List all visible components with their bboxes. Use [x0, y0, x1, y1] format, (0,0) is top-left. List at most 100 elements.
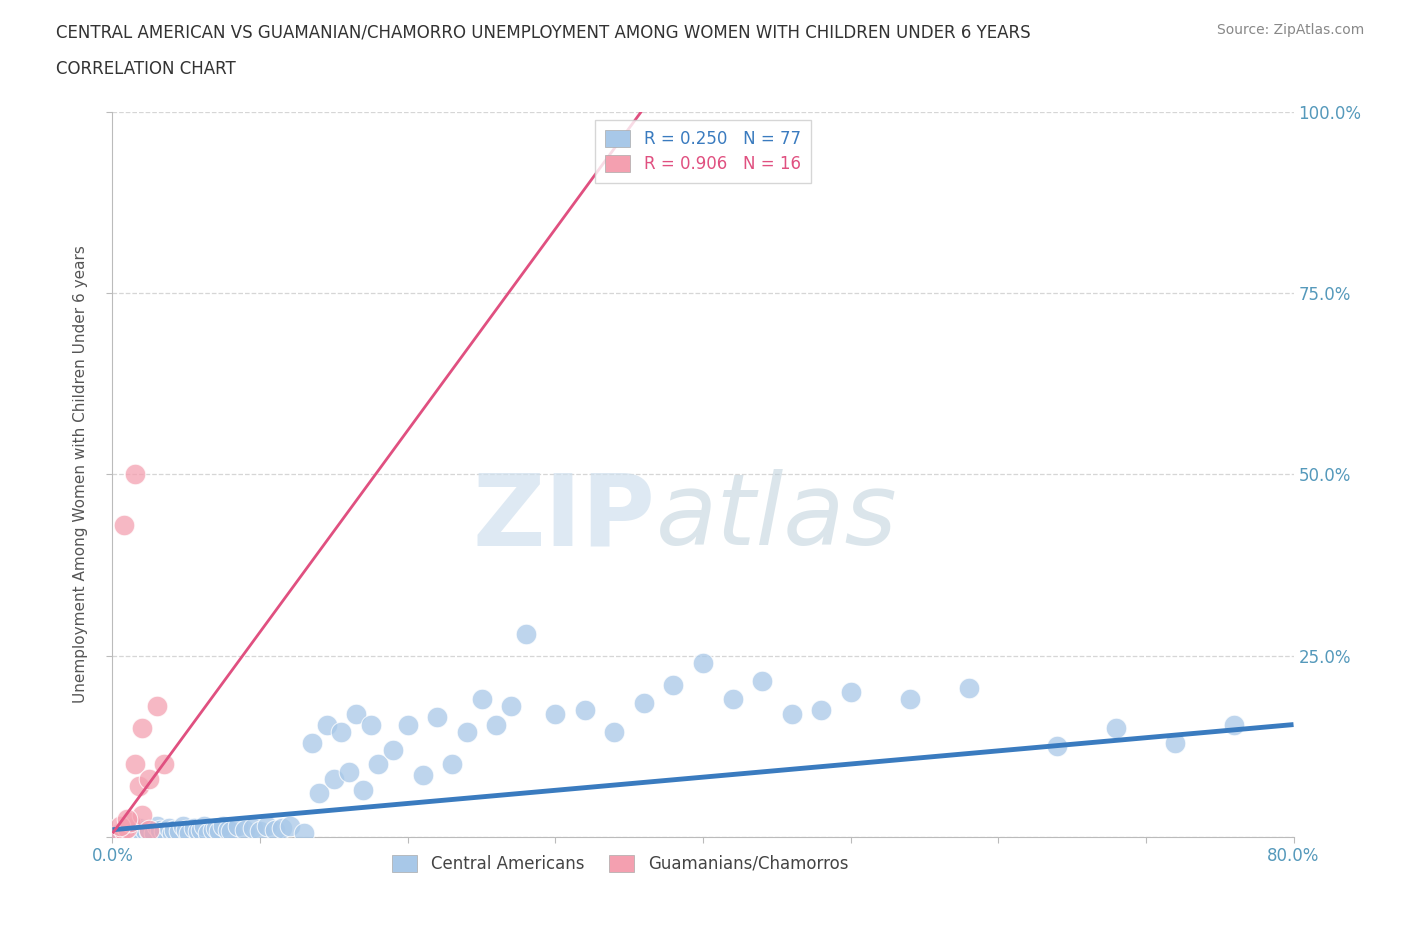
Point — [112, 518, 135, 533]
Text: Source: ZipAtlas.com: Source: ZipAtlas.com — [1216, 23, 1364, 37]
Point — [323, 772, 346, 787]
Point — [124, 757, 146, 772]
Point — [360, 717, 382, 732]
Point — [1164, 736, 1187, 751]
Point — [124, 467, 146, 482]
Point — [344, 706, 367, 721]
Point — [441, 757, 464, 772]
Point — [271, 821, 294, 836]
Point — [544, 706, 567, 721]
Point — [205, 821, 228, 836]
Point — [174, 822, 197, 837]
Point — [112, 824, 135, 839]
Point — [179, 826, 201, 841]
Point — [128, 778, 150, 793]
Text: CENTRAL AMERICAN VS GUAMANIAN/CHAMORRO UNEMPLOYMENT AMONG WOMEN WITH CHILDREN UN: CENTRAL AMERICAN VS GUAMANIAN/CHAMORRO U… — [56, 23, 1031, 41]
Y-axis label: Unemployment Among Women with Children Under 6 years: Unemployment Among Women with Children U… — [73, 246, 89, 703]
Point — [411, 768, 433, 783]
Point — [201, 822, 224, 837]
Text: ZIP: ZIP — [472, 470, 655, 566]
Point — [382, 742, 405, 757]
Point — [219, 824, 242, 839]
Point — [157, 821, 180, 836]
Point — [352, 782, 374, 797]
Point — [780, 706, 803, 721]
Point — [308, 786, 330, 801]
Point — [183, 821, 205, 836]
Point — [120, 826, 142, 841]
Point — [131, 826, 153, 841]
Point — [172, 818, 194, 833]
Point — [212, 818, 235, 833]
Point — [249, 824, 271, 839]
Point — [470, 692, 494, 707]
Point — [692, 656, 714, 671]
Point — [131, 721, 153, 736]
Point — [1223, 717, 1246, 732]
Point — [603, 724, 626, 739]
Point — [120, 815, 142, 830]
Point — [242, 821, 264, 836]
Point — [142, 826, 165, 841]
Point — [153, 757, 176, 772]
Point — [160, 826, 183, 841]
Point — [124, 824, 146, 839]
Point — [217, 822, 239, 837]
Point — [898, 692, 921, 707]
Legend: Central Americans, Guamanians/Chamorros: Central Americans, Guamanians/Chamorros — [385, 848, 855, 880]
Point — [193, 818, 215, 833]
Point — [292, 826, 315, 841]
Point — [190, 822, 212, 837]
Point — [330, 724, 353, 739]
Point — [163, 822, 186, 837]
Point — [134, 822, 156, 837]
Point — [146, 818, 169, 833]
Point — [187, 824, 209, 839]
Point — [112, 824, 135, 839]
Point — [662, 677, 685, 692]
Point — [128, 821, 150, 836]
Point — [208, 824, 231, 839]
Text: CORRELATION CHART: CORRELATION CHART — [56, 60, 236, 78]
Point — [456, 724, 478, 739]
Point — [108, 826, 131, 841]
Point — [108, 818, 131, 833]
Point — [574, 703, 596, 718]
Point — [197, 826, 219, 841]
Point — [167, 824, 190, 839]
Point — [146, 699, 169, 714]
Point — [426, 710, 449, 724]
Point — [633, 696, 655, 711]
Point — [367, 757, 389, 772]
Point — [1105, 721, 1128, 736]
Point — [337, 764, 360, 779]
Point — [1046, 738, 1069, 753]
Point — [138, 824, 160, 839]
Point — [117, 822, 138, 837]
Point — [131, 808, 153, 823]
Point — [138, 822, 160, 837]
Point — [485, 717, 508, 732]
Point — [278, 818, 301, 833]
Point — [501, 699, 523, 714]
Point — [264, 822, 287, 837]
Point — [515, 627, 537, 642]
Point — [751, 673, 773, 688]
Point — [721, 692, 744, 707]
Point — [233, 822, 256, 837]
Point — [315, 717, 337, 732]
Point — [839, 684, 862, 699]
Point — [396, 717, 419, 732]
Point — [117, 821, 138, 836]
Point — [138, 772, 160, 787]
Point — [226, 818, 249, 833]
Point — [810, 703, 832, 718]
Text: atlas: atlas — [655, 470, 897, 566]
Point — [149, 822, 172, 837]
Point — [301, 736, 323, 751]
Point — [108, 826, 131, 841]
Point — [153, 824, 176, 839]
Point — [117, 811, 138, 827]
Point — [957, 681, 980, 696]
Point — [256, 818, 278, 833]
